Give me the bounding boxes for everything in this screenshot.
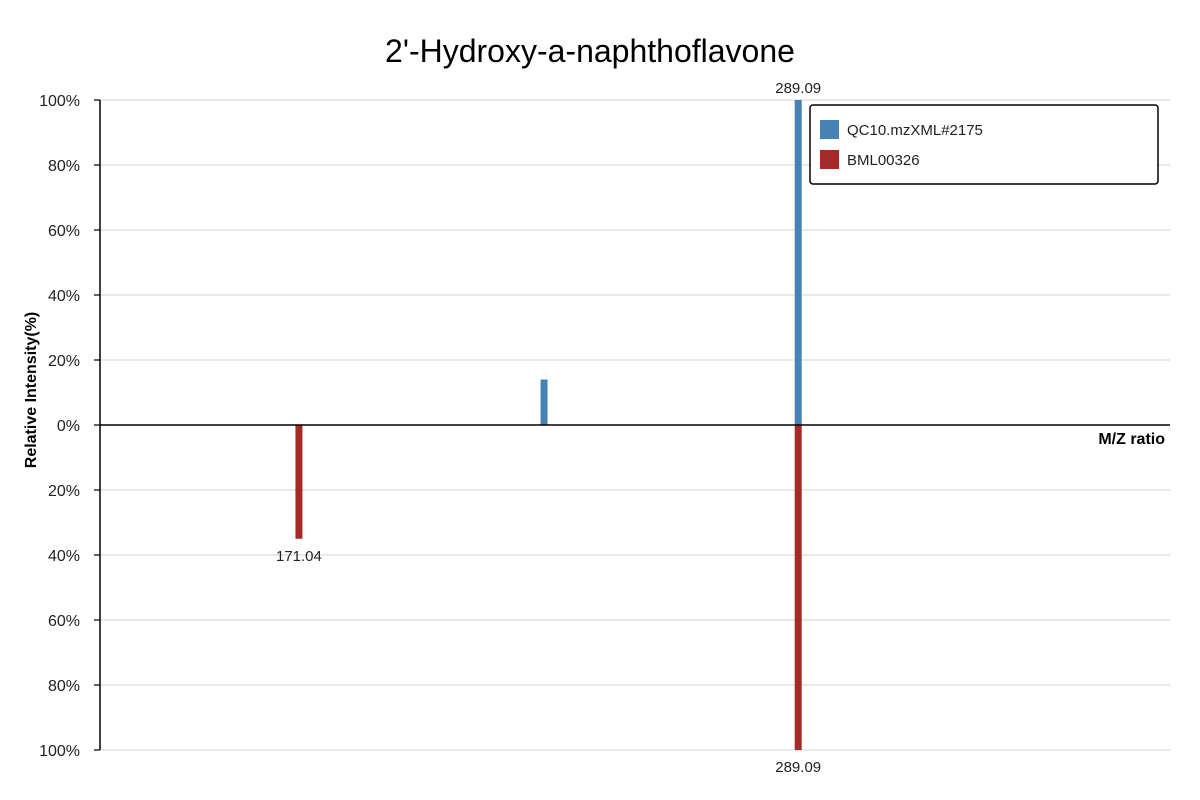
legend-swatch-series-2 [820, 150, 839, 169]
peak-bar-series-2 [794, 425, 802, 750]
chart-title: 2'-Hydroxy-a-naphthoflavone [385, 33, 795, 69]
legend-swatch-series-1 [820, 120, 839, 139]
peak-labels: 289.09 171.04 289.09 [276, 80, 821, 776]
peak-bar-series-1 [540, 379, 548, 425]
y-tick-label: 20% [48, 483, 80, 500]
legend-label-series-1: QC10.mzXML#2175 [847, 122, 983, 139]
peak-bars [295, 100, 802, 750]
grid-lines [100, 99, 1170, 751]
y-tick-labels: 100% 80% 60% 40% 20% 0% 20% 40% 60% 80% 100% [39, 93, 100, 760]
y-tick-label: 80% [48, 158, 80, 175]
y-tick-label: 40% [48, 548, 80, 565]
y-tick-label: 0% [57, 418, 80, 435]
peak-bar-series-2 [295, 425, 303, 539]
x-axis-label: M/Z ratio [1098, 431, 1165, 448]
peak-label: 289.09 [775, 759, 821, 776]
y-tick-label: 40% [48, 288, 80, 305]
y-tick-label: 80% [48, 678, 80, 695]
legend-label-series-2: BML00326 [847, 152, 920, 169]
peak-label: 171.04 [276, 548, 322, 565]
legend-box [809, 104, 1159, 185]
y-tick-label: 20% [48, 353, 80, 370]
y-tick-label: 100% [39, 743, 80, 760]
legend: QC10.mzXML#2175 BML00326 [809, 104, 1159, 185]
peak-bar-series-1 [794, 100, 802, 425]
y-axis-label: Relative Intensity(%) [23, 312, 40, 468]
y-tick-label: 100% [39, 93, 80, 110]
y-tick-label: 60% [48, 613, 80, 630]
peak-label: 289.09 [775, 80, 821, 97]
y-tick-label: 60% [48, 223, 80, 240]
